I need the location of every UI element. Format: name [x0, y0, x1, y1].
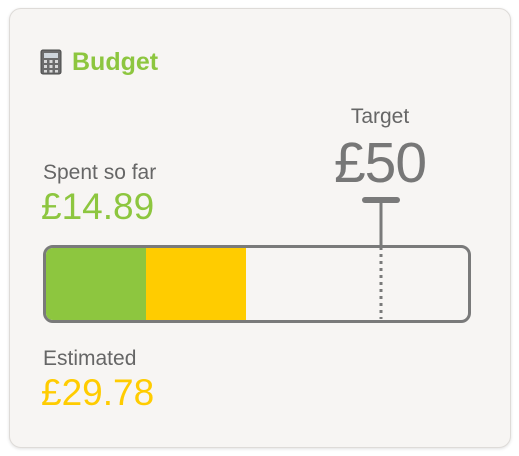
target-marker: [362, 197, 400, 319]
spent-label: Spent so far: [43, 161, 157, 184]
budget-title: Budget: [72, 48, 159, 76]
budget-progress-bar: [43, 245, 471, 323]
budget-header: Budget: [40, 47, 158, 77]
spent-segment: [46, 248, 146, 320]
target-value: £50: [333, 131, 427, 195]
calculator-icon: [40, 49, 62, 75]
budget-card: Budget Target £50 Spent so far £14.89 Es…: [9, 8, 511, 448]
estimated-value: £29.78: [41, 372, 155, 413]
spent-value: £14.89: [41, 186, 155, 227]
estimated-segment: [146, 248, 246, 320]
target-label: Target: [350, 105, 410, 128]
estimated-label: Estimated: [43, 347, 137, 370]
